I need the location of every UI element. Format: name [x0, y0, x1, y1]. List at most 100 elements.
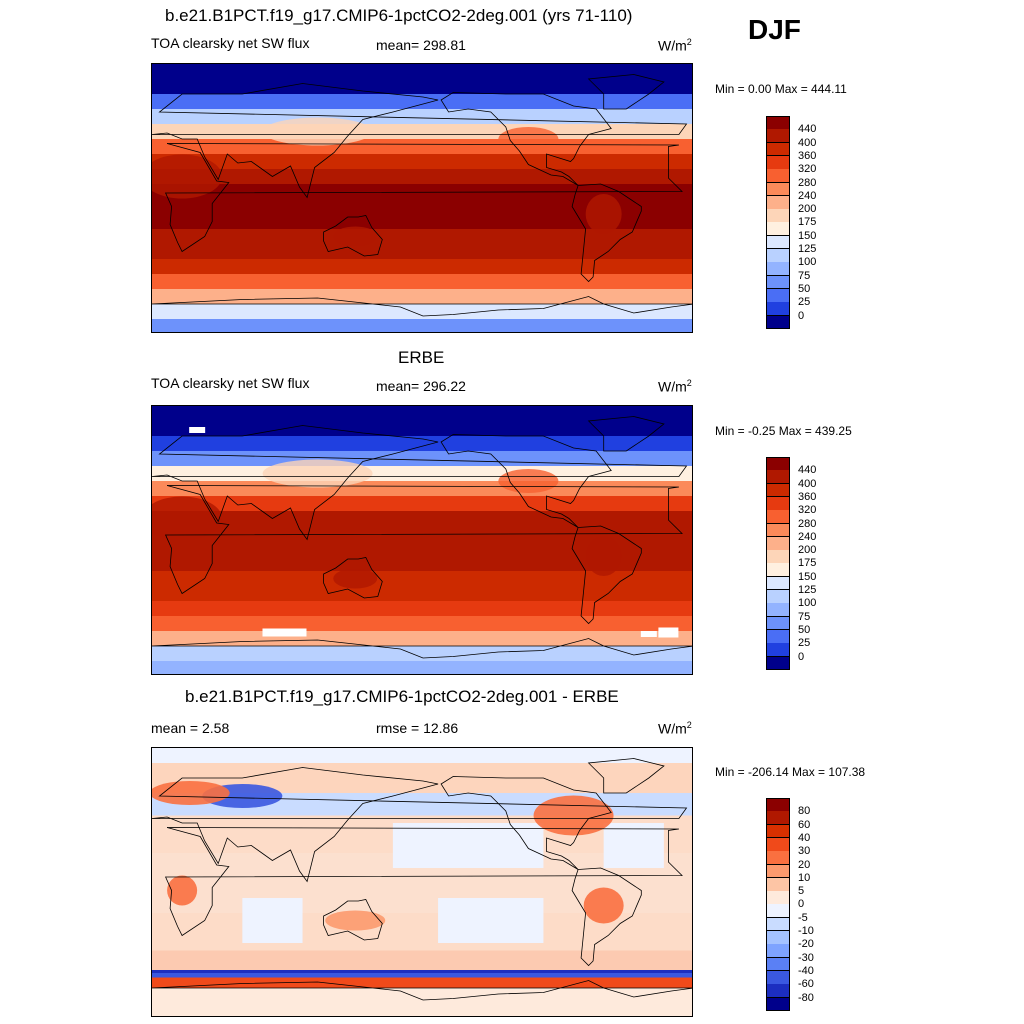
field-band [152, 586, 692, 602]
field-band [152, 214, 692, 230]
coastline [440, 434, 612, 528]
panel-1-mean-label: mean= 298.81 [376, 37, 466, 53]
colorbar-tick-label: 100 [798, 256, 817, 269]
coastline [571, 183, 642, 283]
field-band [152, 274, 692, 290]
colorbar-tick-label: -40 [798, 964, 814, 977]
colorbar-tick-label: -20 [798, 938, 814, 951]
field-band [152, 748, 692, 763]
field-band [152, 64, 692, 80]
colorbar-tick-label: 200 [798, 203, 817, 216]
colorbar-tick-label: 5 [798, 885, 805, 898]
field-band [152, 977, 692, 988]
field-band [152, 94, 692, 110]
coastline [152, 296, 692, 317]
coastline [164, 827, 683, 937]
field-missing-data [658, 627, 679, 638]
panel-3-map [151, 747, 693, 1017]
field-missing-data [640, 631, 657, 637]
colorbar-tick-label: 125 [798, 584, 817, 596]
panel-1-variable-label: TOA clearsky net SW flux [151, 35, 310, 51]
panel-3-units: W/m2 [658, 720, 692, 737]
field-band [152, 496, 692, 512]
field-region [603, 823, 664, 868]
colorbar-frame [766, 116, 790, 329]
panel-1-units: W/m2 [658, 37, 692, 54]
field-band [152, 988, 692, 1016]
field-land-patch [262, 117, 373, 146]
colorbar-tick-label: 320 [798, 504, 817, 517]
field-band [152, 646, 692, 662]
colorbar-frame [766, 798, 790, 1011]
coastline [571, 525, 642, 625]
field-missing-data [262, 628, 307, 637]
colorbar-tick-label: 440 [798, 464, 817, 477]
field-anomaly [583, 887, 624, 924]
colorbar-tick-label: 40 [798, 831, 811, 844]
coastline [152, 638, 692, 659]
colorbar-tick-label: 0 [798, 898, 805, 911]
panel-1-title: b.e21.B1PCT.f19_g17.CMIP6-1pctCO2-2deg.0… [165, 6, 633, 25]
field-land-patch [262, 459, 373, 488]
field-band [152, 631, 692, 647]
field-band [152, 244, 692, 260]
field-band [152, 466, 692, 482]
field-anomaly [167, 875, 198, 906]
field-band [152, 124, 692, 140]
field-band [152, 481, 692, 497]
field-band [152, 319, 692, 332]
coastline [440, 776, 612, 870]
panel-2-title: ERBE [398, 348, 445, 367]
panel-2-units: W/m2 [658, 378, 692, 395]
field-band [152, 139, 692, 155]
panel-2-map [151, 405, 693, 675]
coastline [587, 416, 665, 452]
colorbar-tick-label: -5 [798, 911, 808, 924]
colorbar-tick-label: 400 [798, 477, 817, 490]
colorbar-tick-label: 75 [798, 610, 811, 623]
field-band [152, 616, 692, 632]
coastline [323, 557, 383, 599]
field-band [152, 556, 692, 572]
colorbar-tick-label: 30 [798, 845, 811, 858]
coastline [571, 867, 642, 967]
field-band [152, 259, 692, 275]
colorbar-tick-label: 280 [798, 176, 817, 189]
field-land-patch [333, 226, 378, 247]
colorbar-tick-label: 150 [798, 229, 817, 242]
coastline [440, 92, 612, 186]
field-missing-data [189, 427, 206, 433]
field-band [152, 421, 692, 437]
field-band [152, 184, 692, 200]
field-region [392, 823, 544, 868]
panel-2-mean-label: mean= 296.22 [376, 378, 466, 394]
field-band [152, 511, 692, 527]
field-anomaly [533, 795, 614, 836]
colorbar-tick-label: -60 [798, 978, 814, 991]
colorbar-tick-label: 50 [798, 623, 811, 636]
coastline [152, 425, 688, 541]
colorbar-tick-label: 175 [798, 557, 817, 570]
field-land-patch [333, 568, 378, 589]
field-band [152, 601, 692, 617]
colorbar-tick-label: 80 [798, 805, 811, 818]
colorbar-tick-label: 10 [798, 871, 811, 884]
colorbar-tick-label: -30 [798, 951, 814, 964]
coastline [152, 767, 688, 883]
field-band [152, 970, 692, 973]
panel-2-map-field [152, 406, 692, 674]
field-band [152, 526, 692, 542]
panel-3-mean-label: mean = 2.58 [151, 720, 230, 736]
field-band [152, 79, 692, 95]
coastline [152, 980, 692, 1001]
colorbar-tick-label: 360 [798, 149, 817, 162]
field-band [152, 970, 692, 978]
colorbar-frame [766, 457, 790, 670]
coastline [152, 83, 688, 199]
colorbar-tick-label: 25 [798, 296, 811, 309]
field-band [152, 406, 692, 422]
colorbar-tick-label: 175 [798, 216, 817, 229]
field-land-patch [152, 154, 223, 199]
field-band [152, 229, 692, 245]
field-region [438, 898, 544, 943]
